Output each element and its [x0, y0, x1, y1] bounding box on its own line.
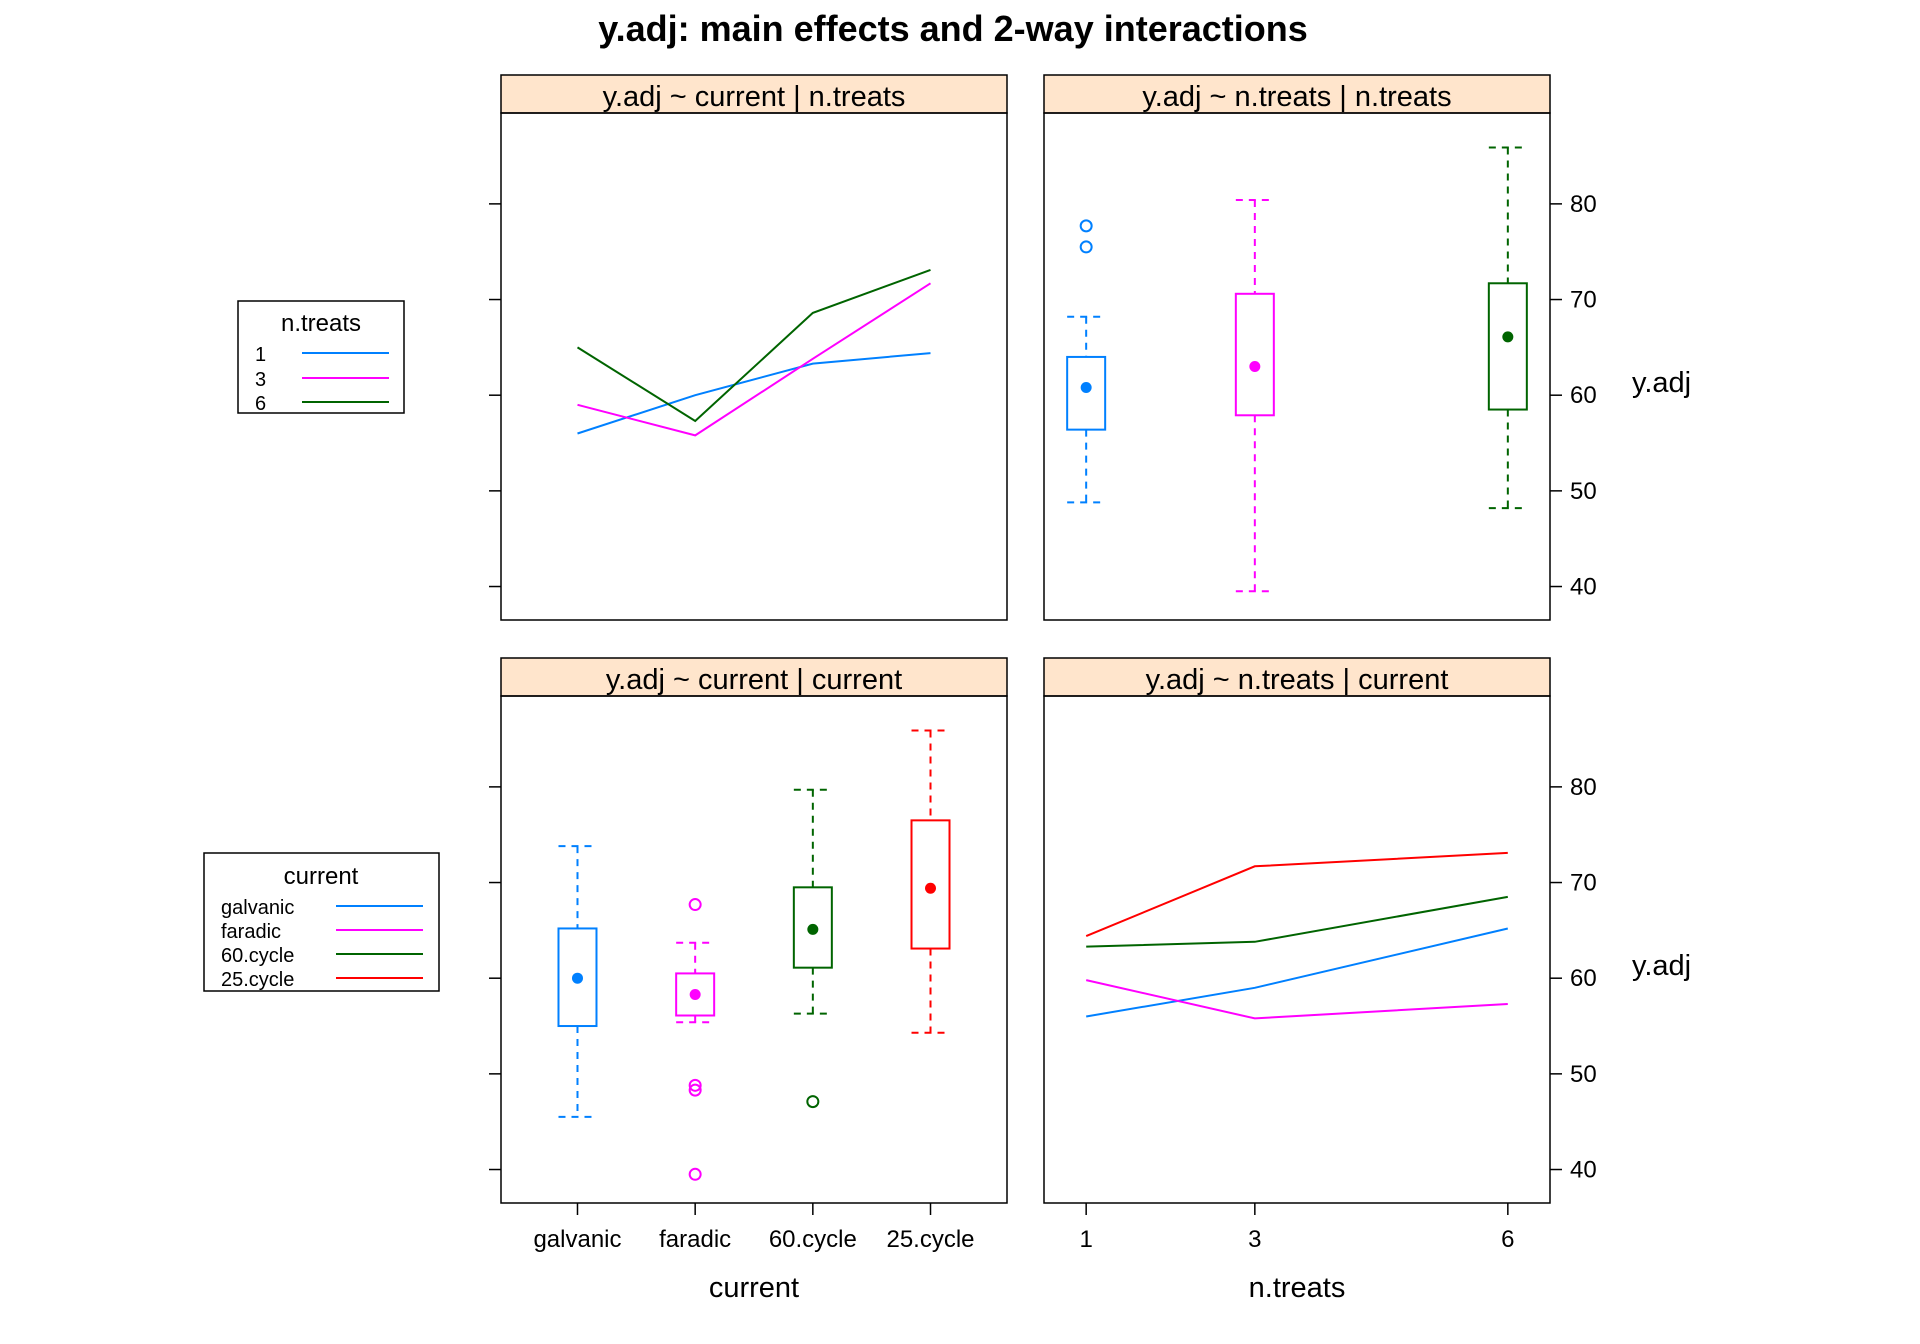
series-line: [577, 282, 932, 437]
legend-label: galvanic: [221, 897, 294, 919]
strip-label: y.adj ~ current | n.treats: [603, 81, 906, 113]
legend-label: 3: [255, 369, 266, 391]
legend-label: 1: [255, 344, 266, 366]
y-tick-label: 80: [1570, 191, 1597, 218]
legend-title: n.treats: [281, 310, 361, 337]
box: [1487, 282, 1528, 411]
x-axis-title-current: current: [709, 1272, 799, 1304]
legend-label: 6: [255, 393, 266, 415]
strip-label: y.adj ~ n.treats | current: [1146, 664, 1449, 696]
x-tick-label: 60.cycle: [769, 1226, 857, 1253]
series-line: [1085, 851, 1508, 938]
series-line: [1086, 895, 1508, 948]
panel-frame: [500, 112, 1008, 621]
median-dot: [1502, 331, 1514, 343]
series-line: [576, 268, 931, 423]
panel-ntreats-by-ntreats: y.adj ~ n.treats | n.treats: [1043, 74, 1551, 621]
legend-n-treats: n.treats 1 3 6: [237, 300, 405, 415]
x-tick-label: galvanic: [533, 1226, 621, 1253]
y-tick-label: 50: [1570, 478, 1597, 505]
median-dot: [689, 988, 701, 1000]
box: [557, 927, 598, 1028]
legend-frame: [237, 300, 405, 414]
median-dot: [925, 882, 937, 894]
y-axis-title-bottom: y.adj: [1632, 950, 1691, 982]
median-dot: [1249, 361, 1261, 372]
x-tick-label: 6: [1501, 1226, 1514, 1253]
panel-frame: [500, 695, 1008, 1204]
outlier-point: [1079, 219, 1093, 233]
panel-frame: [1043, 695, 1551, 1204]
strip-background: [500, 74, 1008, 114]
outlier-point: [688, 1078, 702, 1092]
strip-background: [1043, 657, 1551, 697]
box: [675, 972, 716, 1017]
outlier-point: [1079, 240, 1093, 254]
outlier-point: [688, 1083, 702, 1097]
outlier-point: [688, 1167, 702, 1181]
box: [910, 819, 951, 950]
outlier-point: [688, 898, 702, 912]
y-tick-label: 40: [1570, 574, 1597, 601]
outlier-point: [806, 1095, 820, 1109]
y-tick-label: 60: [1570, 382, 1597, 409]
strip-background: [1043, 74, 1551, 114]
x-tick-label: 3: [1248, 1226, 1261, 1253]
legend-current: current galvanic faradic 60.cycle 25.cyc…: [203, 852, 440, 992]
legend-label: faradic: [221, 921, 281, 943]
legend-label: 25.cycle: [221, 969, 294, 991]
median-dot: [807, 923, 819, 935]
x-axis-title-ntreats: n.treats: [1249, 1272, 1346, 1304]
panel-frame: [1043, 112, 1551, 621]
y-tick-label: 40: [1570, 1157, 1597, 1184]
x-tick-label: 1: [1079, 1226, 1092, 1253]
y-tick-label: 60: [1570, 965, 1597, 992]
series-line: [1085, 979, 1508, 1020]
box: [1234, 292, 1275, 417]
strip-background: [500, 657, 1008, 697]
panel-current-by-ntreats: y.adj ~ current | n.treats: [500, 74, 1008, 621]
median-dot: [1080, 382, 1092, 394]
box: [792, 886, 833, 969]
median-dot: [571, 972, 583, 984]
strip-label: y.adj ~ current | current: [606, 664, 902, 696]
legend-label: 60.cycle: [221, 945, 294, 967]
strip-label: y.adj ~ n.treats | n.treats: [1142, 81, 1451, 113]
series-line: [577, 352, 931, 435]
legend-frame: [203, 852, 440, 992]
chart-title: y.adj: main effects and 2-way interactio…: [598, 8, 1308, 49]
y-tick-label: 80: [1570, 774, 1597, 801]
panel-ntreats-by-current: y.adj ~ n.treats | current: [1043, 657, 1551, 1204]
y-axis-title-top: y.adj: [1632, 367, 1691, 399]
chart-marks: 40 50 60 70 80 40 50 60 70 80 galvanic faradic 60.cy…: [489, 146, 1597, 1253]
series-line: [1086, 927, 1509, 1018]
panel-current-by-current: y.adj ~ current | current: [500, 657, 1008, 1204]
x-tick-label: 25.cycle: [886, 1226, 974, 1253]
x-tick-label: faradic: [659, 1226, 731, 1253]
legend-title: current: [284, 863, 359, 890]
y-tick-label: 50: [1570, 1061, 1597, 1088]
y-tick-label: 70: [1570, 870, 1597, 897]
box: [1066, 355, 1107, 431]
y-tick-label: 70: [1570, 287, 1597, 314]
